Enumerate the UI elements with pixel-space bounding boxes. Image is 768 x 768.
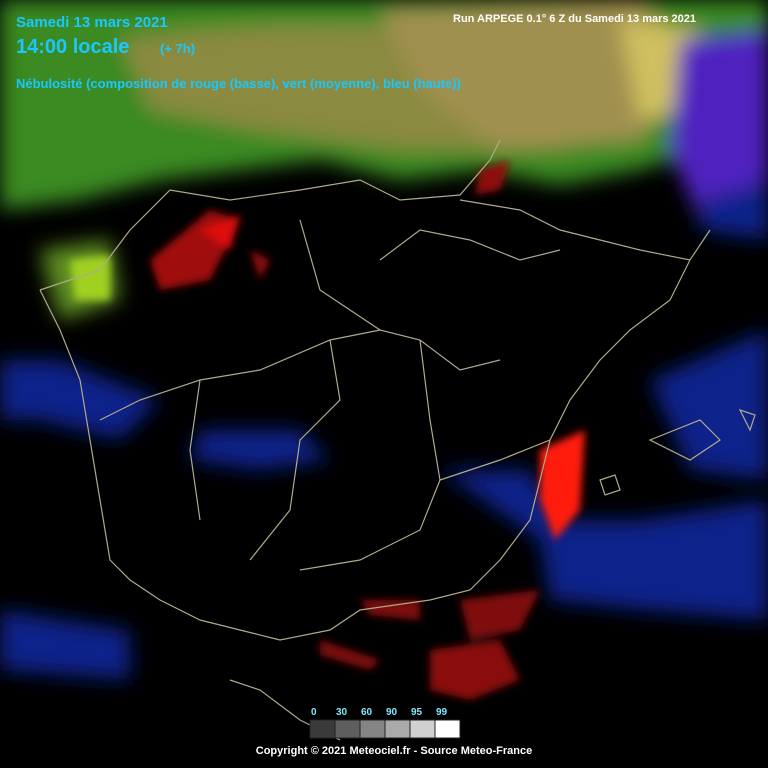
legend: 0 30 60 90 95 99 <box>309 707 461 739</box>
offset: (+ 7h) <box>160 41 195 56</box>
legend-swatch <box>409 719 436 739</box>
legend-swatch <box>434 719 461 739</box>
legend-tick-label: 90 <box>386 707 398 718</box>
legend-swatch <box>309 719 336 739</box>
run-info: Run ARPEGE 0.1° 6 Z du Samedi 13 mars 20… <box>453 13 696 25</box>
legend-tick-label: 60 <box>361 707 373 718</box>
copyright: Copyright © 2021 Meteociel.fr - Source M… <box>256 745 532 757</box>
legend-tick-label: 0 <box>311 707 317 718</box>
legend-tick-label: 30 <box>336 707 348 718</box>
cloud-layer <box>0 0 768 680</box>
date: Samedi 13 mars 2021 <box>16 14 168 31</box>
low-cloud <box>70 160 585 700</box>
legend-swatch <box>384 719 411 739</box>
coastlines <box>39 139 756 741</box>
legend-swatch <box>334 719 361 739</box>
legend-tick-label: 95 <box>411 707 423 718</box>
legend-tick-label: 99 <box>436 707 448 718</box>
time: 14:00 locale <box>16 36 129 58</box>
legend-swatch <box>359 719 386 739</box>
description: Nébulosité (composition de rouge (basse)… <box>16 76 461 91</box>
